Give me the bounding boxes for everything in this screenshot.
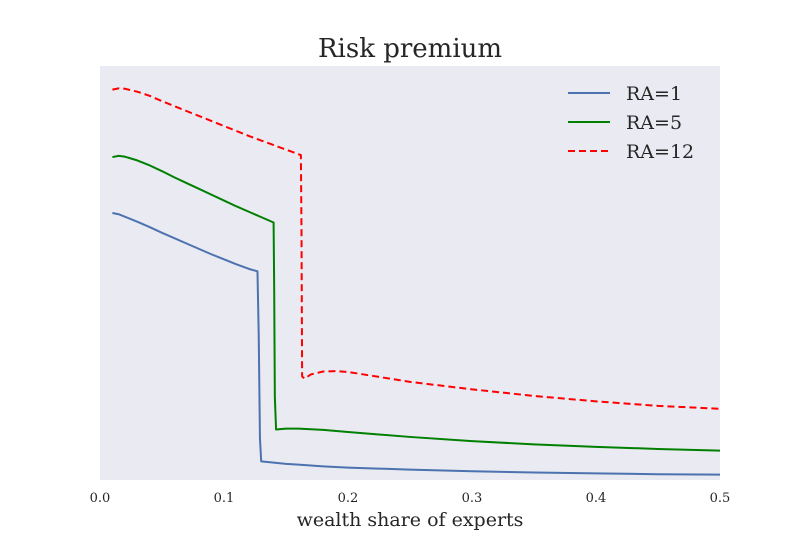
legend-label: RA=1 [626, 83, 682, 105]
x-tick-label: 0.0 [90, 491, 111, 506]
x-tick-label: 0.4 [586, 491, 607, 506]
series-line-ra-5 [112, 154, 721, 452]
x-tick-label: 0.1 [214, 491, 235, 506]
x-tick-label: 0.2 [338, 491, 359, 506]
x-tick-label: 0.3 [462, 491, 483, 506]
series-line-ra-1 [112, 211, 721, 476]
plot-area [100, 66, 720, 480]
legend-label: RA=5 [626, 112, 682, 134]
legend-label: RA=12 [626, 141, 694, 163]
x-tick-labels: 0.0 0.1 0.2 0.3 0.4 0.5 [90, 491, 731, 506]
chart-title: Risk premium [318, 34, 502, 64]
x-tick-label: 0.5 [710, 491, 731, 506]
legend: RA=1 RA=5 RA=12 [568, 83, 694, 163]
x-axis-label: wealth share of experts [297, 509, 524, 531]
series-layer [112, 87, 721, 476]
series-line-ra-12 [112, 87, 721, 410]
